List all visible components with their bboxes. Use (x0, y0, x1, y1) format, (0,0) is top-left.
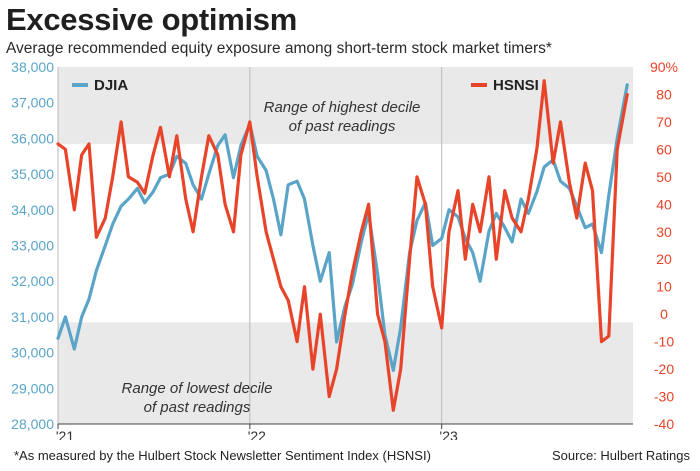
legend-djia-label: DJIA (94, 77, 128, 94)
left-tick-label: 38,000 (11, 59, 54, 75)
right-tick-label: 90% (650, 59, 678, 75)
right-tick-label: 0 (660, 306, 668, 322)
right-tick-label: 70 (656, 114, 672, 130)
band-lowest-decile (58, 322, 633, 424)
band-annotation-line: Range of lowest decile (122, 380, 273, 397)
band-annotation-line: of past readings (289, 118, 396, 135)
x-tick-label: '23 (440, 428, 458, 440)
x-axis-ticks: '21 '22 '23 (56, 424, 458, 440)
footnote: *As measured by the Hulbert Stock Newsle… (14, 448, 431, 463)
chart-subtitle: Average recommended equity exposure amon… (6, 40, 552, 57)
band-annotation-line: of past readings (144, 399, 251, 416)
right-tick-label: 30 (656, 224, 672, 240)
right-tick-label: 10 (656, 279, 672, 295)
x-tick-label: '21 (56, 428, 74, 440)
left-tick-label: 30,000 (11, 345, 54, 361)
band-annotation-line: Range of highest decile (264, 99, 421, 116)
right-tick-label: 80 (656, 86, 672, 102)
dual-axis-line-chart: 38,000 37,000 36,000 35,000 34,000 33,000 32,0… (11, 59, 678, 440)
right-tick-label: -40 (654, 416, 674, 432)
series-line-djia (56, 83, 629, 372)
series-line-hsnsi (56, 79, 629, 412)
right-tick-label: -10 (654, 334, 674, 350)
left-tick-label: 37,000 (11, 95, 54, 111)
left-tick-label: 36,000 (11, 130, 54, 146)
left-tick-label: 28,000 (11, 416, 54, 432)
right-tick-label: 60 (656, 141, 672, 157)
right-tick-label: 50 (656, 169, 672, 185)
legend-hsnsi-label: HSNSI (493, 77, 539, 94)
left-tick-label: 34,000 (11, 202, 54, 218)
series-lines (56, 79, 629, 412)
source-note: Source: Hulbert Ratings (551, 448, 690, 463)
band-annotations: Range of highest decile of past readings R… (122, 99, 421, 416)
chart-title: Excessive optimism (6, 2, 297, 37)
left-tick-label: 29,000 (11, 380, 54, 396)
left-tick-label: 31,000 (11, 309, 54, 325)
right-tick-label: 20 (656, 251, 672, 267)
right-axis-ticks: 90% 80 70 60 50 40 30 20 10 0 -10 -20 -30 -40 (650, 59, 678, 432)
legend-hsnsi: HSNSI (471, 77, 539, 94)
right-tick-label: -30 (654, 389, 674, 405)
left-tick-label: 32,000 (11, 273, 54, 289)
x-tick-label: '22 (248, 428, 266, 440)
left-axis-ticks: 38,000 37,000 36,000 35,000 34,000 33,000 32,0… (11, 59, 54, 432)
left-tick-label: 35,000 (11, 166, 54, 182)
right-tick-label: -20 (654, 361, 674, 377)
decile-bands (58, 67, 633, 424)
left-tick-label: 33,000 (11, 238, 54, 254)
legend-djia: DJIA (72, 77, 128, 94)
right-tick-label: 40 (656, 196, 672, 212)
